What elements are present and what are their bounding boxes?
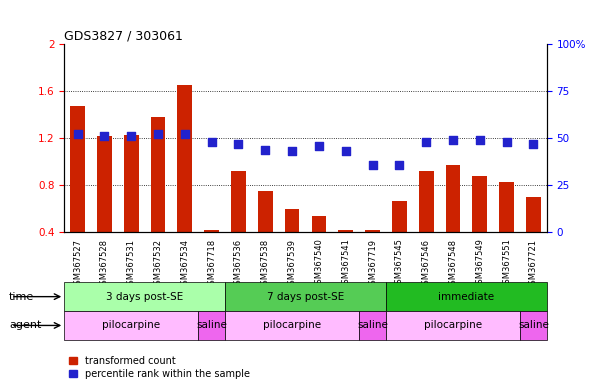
Text: 3 days post-SE: 3 days post-SE	[106, 291, 183, 302]
Text: immediate: immediate	[438, 291, 494, 302]
Point	[448, 137, 458, 143]
Bar	[204, 230, 219, 232]
Legend: transformed count, percentile rank within the sample: transformed count, percentile rank withi…	[69, 356, 249, 379]
Bar	[64, 282, 225, 311]
Bar	[70, 106, 85, 232]
Point	[287, 148, 297, 154]
Text: saline: saline	[196, 320, 227, 331]
Bar	[392, 200, 407, 232]
Point	[126, 133, 136, 139]
Point	[529, 141, 538, 147]
Bar	[359, 311, 386, 340]
Bar	[177, 85, 192, 232]
Bar	[338, 230, 353, 232]
Bar	[365, 230, 380, 232]
Point	[207, 139, 216, 145]
Bar	[97, 136, 112, 232]
Bar	[64, 311, 198, 340]
Bar	[124, 135, 139, 232]
Bar	[445, 165, 460, 232]
Point	[180, 131, 190, 137]
Bar	[285, 209, 299, 232]
Point	[233, 141, 243, 147]
Bar	[419, 171, 434, 232]
Bar	[499, 182, 514, 232]
Bar	[151, 117, 166, 232]
Text: 7 days post-SE: 7 days post-SE	[267, 291, 344, 302]
Text: saline: saline	[357, 320, 388, 331]
Point	[368, 162, 378, 168]
Point	[422, 139, 431, 145]
Text: pilocarpine: pilocarpine	[263, 320, 321, 331]
Bar	[312, 216, 326, 232]
Point	[73, 131, 82, 137]
Text: agent: agent	[9, 320, 42, 331]
Bar	[526, 197, 541, 232]
Bar	[225, 311, 359, 340]
Bar	[258, 191, 273, 232]
Bar	[472, 176, 487, 232]
Bar	[386, 311, 520, 340]
Text: pilocarpine: pilocarpine	[424, 320, 482, 331]
Point	[153, 131, 163, 137]
Point	[395, 162, 404, 168]
Point	[314, 143, 324, 149]
Text: GDS3827 / 303061: GDS3827 / 303061	[64, 30, 183, 43]
Text: pilocarpine: pilocarpine	[102, 320, 160, 331]
Point	[341, 148, 351, 154]
Text: time: time	[9, 291, 34, 302]
Bar	[231, 171, 246, 232]
Point	[475, 137, 485, 143]
Point	[260, 146, 270, 152]
Bar	[198, 311, 225, 340]
Bar	[386, 282, 547, 311]
Point	[100, 133, 109, 139]
Point	[502, 139, 511, 145]
Bar	[225, 282, 386, 311]
Bar	[520, 311, 547, 340]
Text: saline: saline	[518, 320, 549, 331]
